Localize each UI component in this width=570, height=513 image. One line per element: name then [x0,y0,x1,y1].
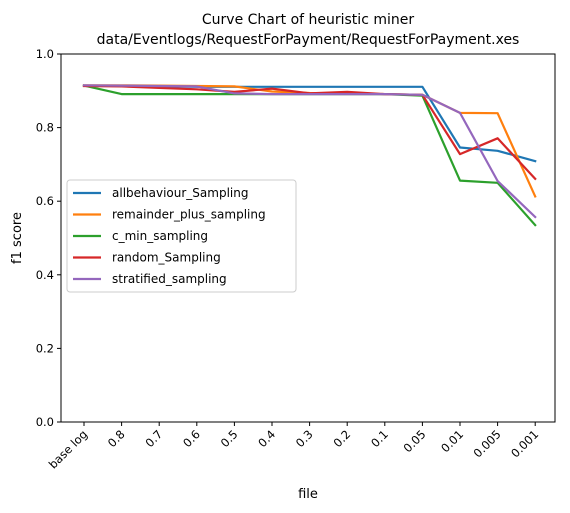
x-axis: base log 0.8 0.7 0.6 0.5 0.4 0.3 0.2 0.1 0.05 0.01… [46,422,541,471]
legend-label: remainder_plus_sampling [112,208,266,222]
y-axis: 0.0 0.2 0.4 0.6 0.8 1.0 [36,47,61,429]
series-line-random-sampling [82,84,537,181]
x-tick-label: 0.01 [438,427,466,455]
x-tick-label: 0.05 [401,427,429,455]
x-tick-label: base log [46,427,90,471]
chart-subtitle: data/Eventlogs/RequestForPayment/Request… [97,32,520,48]
x-tick-label: 0.4 [255,427,278,450]
legend-item: allbehaviour_Sampling [73,186,248,200]
legend-label: c_min_sampling [112,229,208,243]
y-tick-label: 1.0 [36,47,54,61]
legend-item: random_Sampling [73,251,221,265]
legend: allbehaviour_Sampling remainder_plus_samp… [66,179,297,293]
x-tick-label: 0.8 [105,427,128,450]
legend-label: random_Sampling [112,251,221,265]
plot-frame [60,53,556,423]
y-tick-label: 0.6 [36,194,54,208]
chart-title: Curve Chart of heuristic miner [202,12,414,28]
y-axis-label: f1 score [10,212,25,264]
legend-item: stratified_sampling [73,272,227,286]
x-tick-label: 0.001 [508,427,541,460]
y-tick-label: 0.0 [36,415,54,429]
series-line-stratified-sampling [82,84,537,219]
y-tick-label: 0.4 [36,268,54,282]
plot-marks [82,84,537,227]
legend-label: stratified_sampling [112,272,227,286]
x-tick-label: 0.1 [368,427,391,450]
legend-box [66,179,297,293]
legend-item: remainder_plus_sampling [73,208,266,222]
x-axis-label: file [298,487,318,502]
legend-label: allbehaviour_Sampling [112,186,248,200]
x-tick-label: 0.5 [218,427,241,450]
x-tick-label: 0.7 [142,427,165,450]
y-tick-label: 0.2 [36,341,54,355]
y-tick-label: 0.8 [36,121,54,135]
x-tick-label: 0.2 [330,427,353,450]
x-tick-label: 0.6 [180,427,203,450]
x-tick-label: 0.005 [471,427,504,460]
x-tick-label: 0.3 [293,427,316,450]
legend-item: c_min_sampling [73,229,208,243]
